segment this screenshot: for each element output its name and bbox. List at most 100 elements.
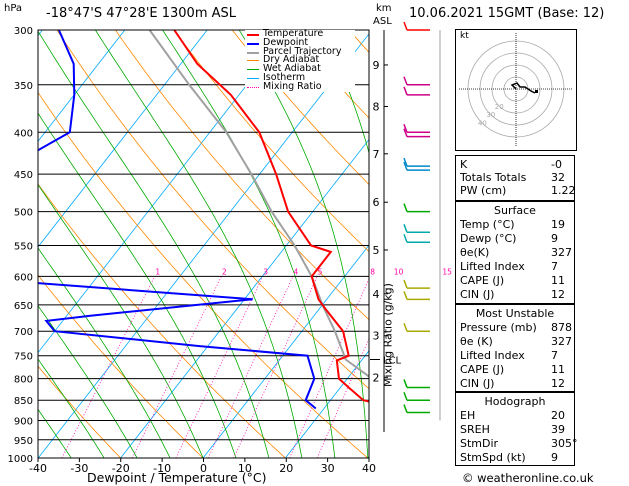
- mixing-ratio-tick-label: 4: [294, 267, 299, 276]
- most-unstable-title: Most Unstable: [475, 307, 555, 320]
- wind-barb-flag: [403, 203, 408, 212]
- wind-barb-flag: [403, 291, 408, 300]
- index-row: PW (cm) 1.22: [460, 184, 576, 198]
- lcl-label: LCL: [383, 356, 402, 367]
- wind-barb-flag: [403, 157, 408, 167]
- x-tick-label: -40: [29, 462, 47, 475]
- pressure-tick-label: 800: [14, 375, 33, 386]
- most-unstable-row: Pressure (mb) 878: [460, 321, 572, 335]
- surface-label: Lifted Index: [460, 260, 525, 273]
- hodograph-label: StmSpd (kt): [460, 451, 526, 464]
- x-tick-label: 30: [321, 462, 335, 475]
- asl-unit-label: ASL: [373, 16, 392, 27]
- legend: Temperature Dewpoint Parcel Trajectory D…: [245, 28, 355, 92]
- legend-label-dry-adiabat: Dry Adiabat: [263, 54, 320, 66]
- most-unstable-label: CIN (J): [460, 377, 495, 390]
- wet-adiabat-swatch: [247, 69, 259, 71]
- surface-row: CIN (J) 12: [460, 288, 570, 302]
- mixing-ratio-tick-label: 10: [394, 267, 404, 276]
- index-label: K: [460, 158, 468, 171]
- hodograph-value: 20: [551, 409, 565, 422]
- hodograph-value: 9: [551, 451, 558, 464]
- isotherm-line: [38, 30, 290, 354]
- wet-adiabat-line: [95, 30, 303, 458]
- x-tick-label: -10: [153, 462, 171, 475]
- pressure-tick-label: 1000: [8, 454, 33, 465]
- legend-label-isotherm: Isotherm: [263, 71, 306, 83]
- most-unstable-label: Lifted Index: [460, 349, 525, 362]
- legend-label-mixing-ratio: Mixing Ratio: [263, 80, 322, 92]
- pressure-tick-label: 650: [14, 301, 33, 312]
- storm-motion-marker: [535, 90, 538, 93]
- dewpoint-swatch: [247, 42, 259, 45]
- legend-label-dewpoint: Dewpoint: [263, 36, 309, 48]
- surface-value: 7: [551, 260, 558, 273]
- surface-value: 19: [551, 218, 565, 231]
- wet-adiabat-line: [238, 30, 369, 458]
- pressure-tick-label: 350: [14, 81, 33, 92]
- legend-item-dewpoint: Dewpoint: [245, 36, 355, 48]
- most-unstable-value: 327: [551, 335, 572, 348]
- km-tick-label: 5: [373, 244, 380, 257]
- most-unstable-panel: Most Unstable Pressure (mb) 878 θe (K) 327…: [455, 304, 575, 392]
- surface-label: CIN (J): [460, 288, 495, 301]
- legend-item-temperature: Temperature: [245, 28, 355, 39]
- hpa-unit-label: hPa: [4, 3, 23, 14]
- wind-barb-flag: [403, 322, 408, 332]
- most-unstable-row: CIN (J) 12: [460, 377, 570, 391]
- hodograph-label: SREH: [460, 423, 490, 436]
- most-unstable-value: 7: [551, 349, 558, 362]
- isotherm-line: [38, 33, 369, 458]
- most-unstable-label: Pressure (mb): [460, 321, 537, 334]
- mixing-ratio-axis-label: Mixing Ratio (g/kg): [381, 283, 395, 387]
- wind-barb-flag: [403, 76, 408, 86]
- surface-row: Temp (°C) 19: [460, 218, 570, 232]
- wind-barb-flag: [403, 279, 408, 289]
- mixing-ratio-line: [131, 276, 222, 458]
- wet-adiabat-line: [38, 408, 72, 458]
- legend-item-parcel: Parcel Trajectory: [245, 45, 355, 57]
- surface-row: θe(K) 327: [460, 246, 572, 260]
- dry-adiabat-line: [583, 30, 629, 458]
- index-row: K -0: [460, 158, 570, 172]
- km-unit-label: km: [376, 3, 392, 14]
- most-unstable-row: CAPE (J) 11: [460, 363, 570, 377]
- wind-barb-flag: [403, 161, 408, 171]
- index-row: Totals Totals 32: [460, 171, 570, 185]
- mixing-ratio-tick-label: 1: [155, 267, 160, 276]
- wet-adiabat-line: [38, 358, 105, 458]
- pressure-tick-label: 900: [14, 417, 33, 428]
- mixing-ratio-swatch: [247, 86, 259, 88]
- copyright-label: © weatheronline.co.uk: [462, 471, 594, 485]
- mixing-ratio-line: [368, 456, 369, 458]
- x-tick-label: -30: [70, 462, 88, 475]
- mixing-ratio-tick-label: 2: [222, 267, 227, 276]
- legend-item-mixing-ratio: Mixing Ratio: [245, 80, 355, 92]
- legend-label-parcel: Parcel Trajectory: [263, 45, 342, 57]
- dry-adiabat-line: [231, 30, 369, 186]
- mixing-ratio-tick-label: 15: [442, 267, 452, 276]
- hodograph-row: SREH 39: [460, 423, 570, 437]
- wind-barb-flag: [403, 128, 408, 137]
- pressure-tick-label: 300: [14, 26, 33, 37]
- index-label: Totals Totals: [460, 171, 527, 184]
- most-unstable-value: 11: [551, 363, 565, 376]
- surface-row: CAPE (J) 11: [460, 274, 570, 288]
- pressure-tick-label: 950: [14, 436, 33, 447]
- pressure-tick-label: 700: [14, 327, 33, 338]
- pressure-tick-label: 600: [14, 272, 33, 283]
- surface-value: 9: [551, 232, 558, 245]
- isotherm-swatch: [247, 77, 259, 79]
- legend-label-wet-adiabat: Wet Adiabat: [263, 63, 321, 75]
- most-unstable-row: Lifted Index 7: [460, 349, 570, 363]
- wind-barb-flag: [403, 233, 408, 243]
- dry-adiabat-swatch: [247, 60, 259, 62]
- pressure-tick-label: 450: [14, 170, 33, 181]
- legend-label-temperature: Temperature: [263, 28, 324, 39]
- isotherm-line: [38, 30, 208, 248]
- surface-row: Lifted Index 7: [460, 260, 570, 274]
- index-value: -0: [551, 158, 562, 171]
- pressure-tick-label: 550: [14, 241, 33, 252]
- wind-barb-flag: [403, 124, 408, 133]
